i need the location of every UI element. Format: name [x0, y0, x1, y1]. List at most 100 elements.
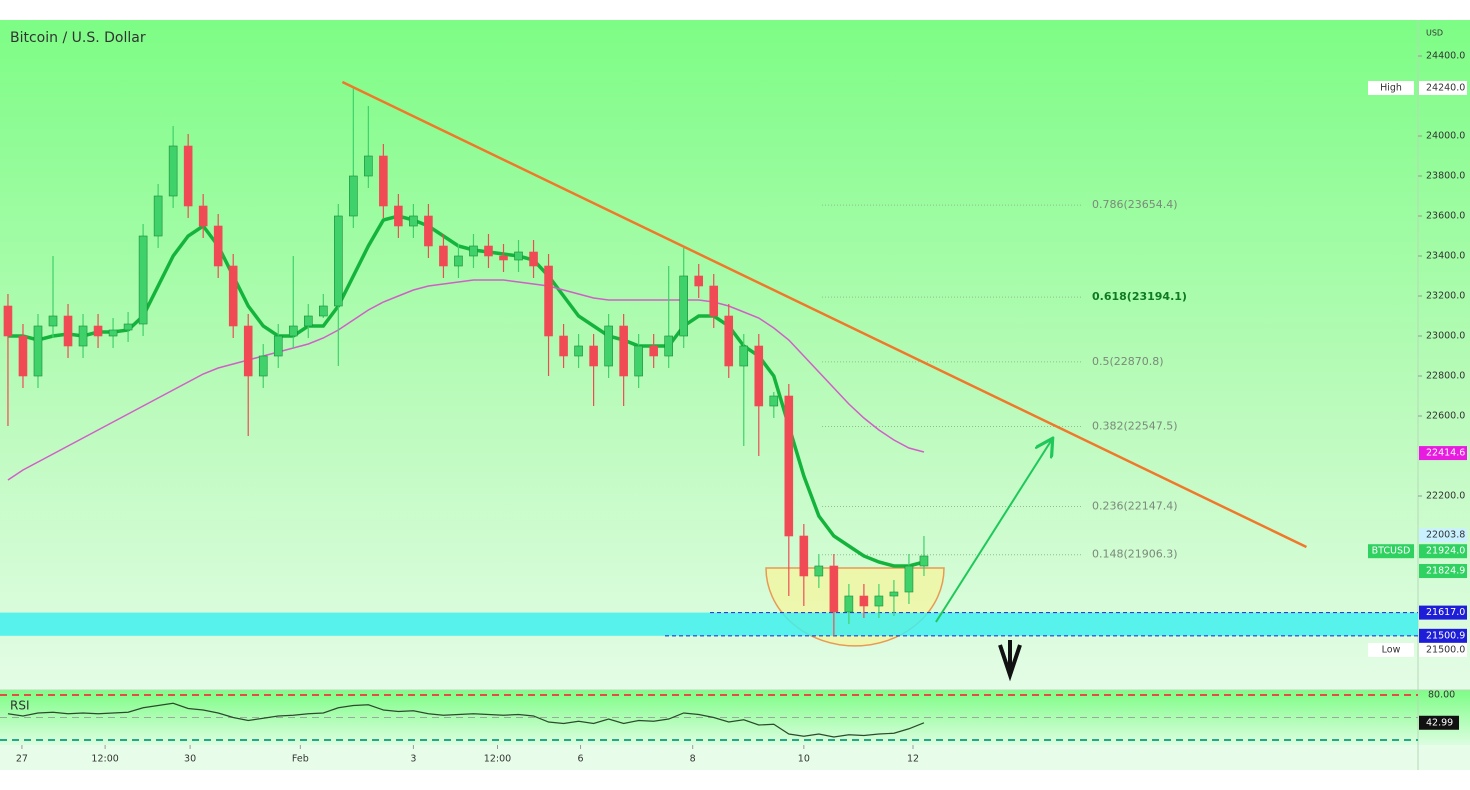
currency: USD	[1426, 29, 1443, 38]
candle-body	[739, 345, 749, 367]
x-axis-bg	[0, 745, 1470, 770]
candle-body	[724, 315, 734, 367]
price-label-box	[1419, 544, 1467, 559]
x-tick-label: 8	[690, 754, 696, 765]
candle-body	[33, 325, 43, 377]
up-arrow	[935, 440, 1052, 623]
candle-body	[319, 305, 328, 317]
candle-body	[889, 591, 899, 597]
candle-body	[228, 265, 238, 327]
price-label: 21924.0	[1426, 546, 1465, 557]
chart-title: Bitcoin / U.S. Dollar	[10, 30, 146, 46]
candle-body	[138, 235, 148, 325]
indicator-line	[7, 214, 925, 568]
x-tick-label: 12:00	[484, 754, 511, 765]
candle-body	[349, 175, 358, 217]
candle-body	[379, 155, 388, 207]
candle-body	[424, 215, 433, 247]
candle-body	[93, 325, 103, 337]
candle-body	[48, 315, 58, 327]
price-label: 21500.0	[1426, 645, 1465, 656]
candle-body	[919, 555, 929, 567]
candle-body	[814, 565, 824, 577]
x-tick-label: 12	[907, 754, 919, 765]
candle-body	[288, 325, 298, 337]
fib-label: 0.786(23654.4)	[1092, 198, 1178, 211]
y-tick-label: 22600.0	[1426, 411, 1465, 422]
candle-body	[589, 345, 598, 367]
fib-label: 0.5(22870.8)	[1092, 355, 1164, 368]
price-tag: Low	[1382, 645, 1401, 656]
fib-label: 0.148(21906.3)	[1092, 548, 1178, 561]
candle-body	[303, 315, 313, 327]
y-tick-label: 23800.0	[1426, 171, 1465, 182]
rsi-title: RSI	[10, 699, 30, 713]
candle-body	[559, 335, 568, 357]
candle-body	[364, 155, 373, 177]
x-tick-label: 3	[410, 754, 416, 765]
rsi-value-box	[1419, 715, 1459, 730]
candle-body	[514, 251, 523, 261]
candle-body	[183, 145, 193, 207]
price-label: 21617.0	[1426, 607, 1465, 618]
indicator-line	[7, 279, 925, 481]
candle-body	[874, 595, 884, 607]
x-tick-label: 27	[16, 754, 28, 765]
trendline	[341, 80, 1307, 549]
candle-body	[153, 195, 163, 237]
price-label-box	[1419, 643, 1467, 657]
price-label-box	[1419, 605, 1467, 620]
support-zone	[0, 612, 1418, 636]
candle-body	[243, 325, 253, 377]
candle-body	[168, 145, 178, 197]
price-tag-box	[1368, 544, 1414, 559]
y-tick-label: 22800.0	[1426, 371, 1465, 382]
candle-body	[3, 305, 13, 337]
candle-body	[604, 325, 613, 367]
candle-body	[784, 395, 794, 537]
candle-body	[454, 255, 463, 267]
price-tag: High	[1380, 83, 1402, 94]
y-tick-label: 24400.0	[1426, 51, 1465, 62]
price-label-box	[1419, 628, 1467, 643]
candle-body	[273, 335, 283, 357]
y-tick-label: 24000.0	[1426, 131, 1465, 142]
candle-body	[108, 329, 118, 337]
rsi-line	[7, 702, 925, 738]
candle-body	[529, 251, 538, 267]
candle-body	[18, 335, 28, 377]
candle-body	[904, 565, 914, 593]
price-label-box	[1419, 446, 1467, 461]
candle-body	[334, 215, 343, 307]
candle-body	[409, 215, 418, 227]
candle-body	[769, 395, 779, 407]
candle-body	[499, 255, 508, 261]
candle-body	[394, 205, 403, 227]
rsi-level-label: 80.00	[1428, 690, 1455, 701]
candle-body	[469, 245, 478, 257]
price-label-box	[1419, 528, 1467, 543]
candle-body	[844, 595, 854, 613]
main-pane	[0, 20, 1470, 690]
price-label-box	[1419, 81, 1467, 95]
candle-body	[198, 205, 208, 227]
candle-body	[123, 323, 133, 331]
y-tick-label: 23400.0	[1426, 251, 1465, 262]
candle-body	[694, 275, 704, 287]
candle-body	[544, 265, 553, 337]
price-label-box	[1419, 564, 1467, 579]
candle-body	[859, 595, 869, 607]
candle-body	[754, 345, 764, 407]
candle-body	[619, 325, 628, 377]
rsi-value-label: 42.99	[1426, 717, 1453, 728]
price-label: 22414.6	[1426, 448, 1465, 459]
candle-body	[709, 285, 719, 317]
candle-body	[484, 245, 493, 257]
price-tag-box	[1368, 81, 1414, 95]
candle-body	[63, 315, 73, 347]
y-tick-label: 23200.0	[1426, 291, 1465, 302]
candle-body	[799, 535, 809, 577]
candle-body	[574, 345, 583, 357]
fib-label: 0.618(23194.1)	[1092, 290, 1187, 303]
